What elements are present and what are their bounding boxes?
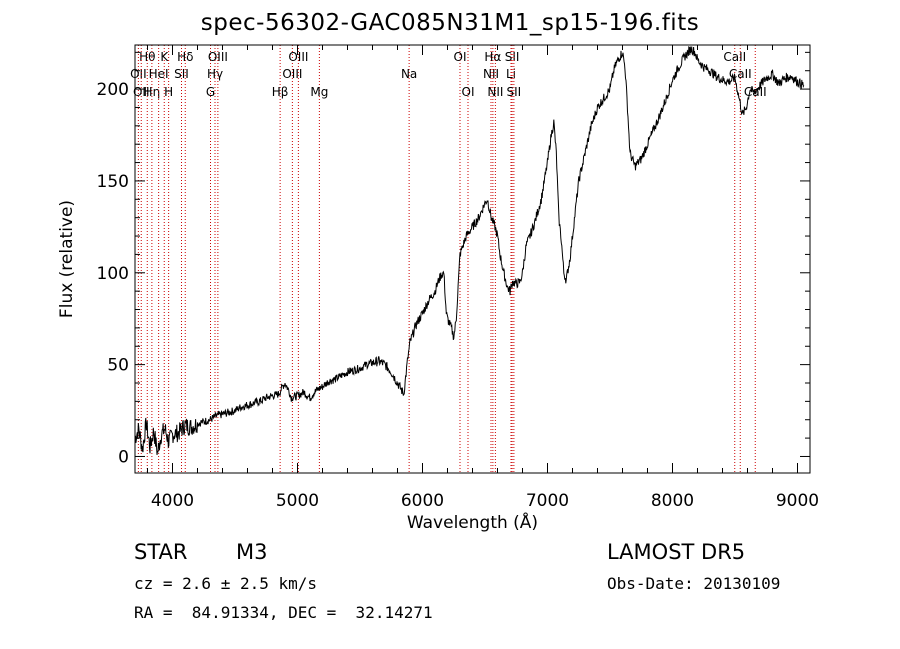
marker-label: Mg xyxy=(310,85,328,99)
coordinates: RA = 84.91334, DEC = 32.14271 xyxy=(134,603,433,622)
marker-label: OIII xyxy=(288,50,308,64)
marker-label: SII xyxy=(505,50,520,64)
marker-label: Hθ xyxy=(139,50,155,64)
marker-label: HeI xyxy=(149,67,169,81)
y-tick-label: 100 xyxy=(97,264,129,284)
marker-label: OII xyxy=(133,85,150,99)
object-class: STAR xyxy=(134,540,188,564)
x-axis-label: Wavelength (Å) xyxy=(407,511,538,533)
line-markers-group: HθHηHeIKHSIIHδGHγOIIIHβOIIIOIIIMgNaOIOIN… xyxy=(130,45,767,473)
y-tick-label: 200 xyxy=(97,80,129,100)
marker-label: OIII xyxy=(282,67,302,81)
marker-label: SII xyxy=(174,67,189,81)
marker-label: NII xyxy=(487,85,503,99)
marker-label: SII xyxy=(507,85,522,99)
marker-label: Hα xyxy=(484,50,501,64)
marker-label: OII xyxy=(130,67,147,81)
spectrum-line xyxy=(134,45,805,455)
marker-label: OI xyxy=(454,50,467,64)
marker-label: Hδ xyxy=(177,50,193,64)
marker-label: K xyxy=(160,50,169,64)
chart-title: spec-56302-GAC085N31M1_sp15-196.fits xyxy=(200,10,700,36)
x-tick-label: 5000 xyxy=(276,491,319,511)
survey-name: LAMOST DR5 xyxy=(607,540,746,564)
marker-label: G xyxy=(206,85,215,99)
marker-label: Li xyxy=(506,67,516,81)
y-tick-label: 150 xyxy=(97,172,129,192)
x-axis-ticks: 4000 5000 6000 7000 8000 9000 xyxy=(147,45,819,511)
marker-label: CaII xyxy=(723,50,746,64)
marker-label: Hβ xyxy=(272,85,289,99)
x-tick-label: 9000 xyxy=(776,491,819,511)
marker-label: H xyxy=(164,85,173,99)
object-subclass: M3 xyxy=(236,540,268,564)
marker-label: Hη xyxy=(144,85,161,99)
marker-label: NII xyxy=(483,67,499,81)
marker-label: Hγ xyxy=(207,67,223,81)
y-axis-label: Flux (relative) xyxy=(57,200,77,318)
marker-label: Na xyxy=(401,67,417,81)
marker-label: OIII xyxy=(208,50,228,64)
observation-date: Obs-Date: 20130109 xyxy=(607,574,781,593)
x-tick-label: 4000 xyxy=(151,491,194,511)
redshift-velocity: cz = 2.6 ± 2.5 km/s xyxy=(134,574,318,593)
x-tick-label: 8000 xyxy=(651,491,694,511)
x-tick-label: 6000 xyxy=(401,491,444,511)
marker-label: OI xyxy=(462,85,475,99)
x-tick-label: 7000 xyxy=(526,491,569,511)
y-tick-label: 50 xyxy=(107,356,129,376)
y-axis-ticks: 0 50 100 150 200 xyxy=(97,51,810,467)
y-tick-label: 0 xyxy=(118,447,129,467)
